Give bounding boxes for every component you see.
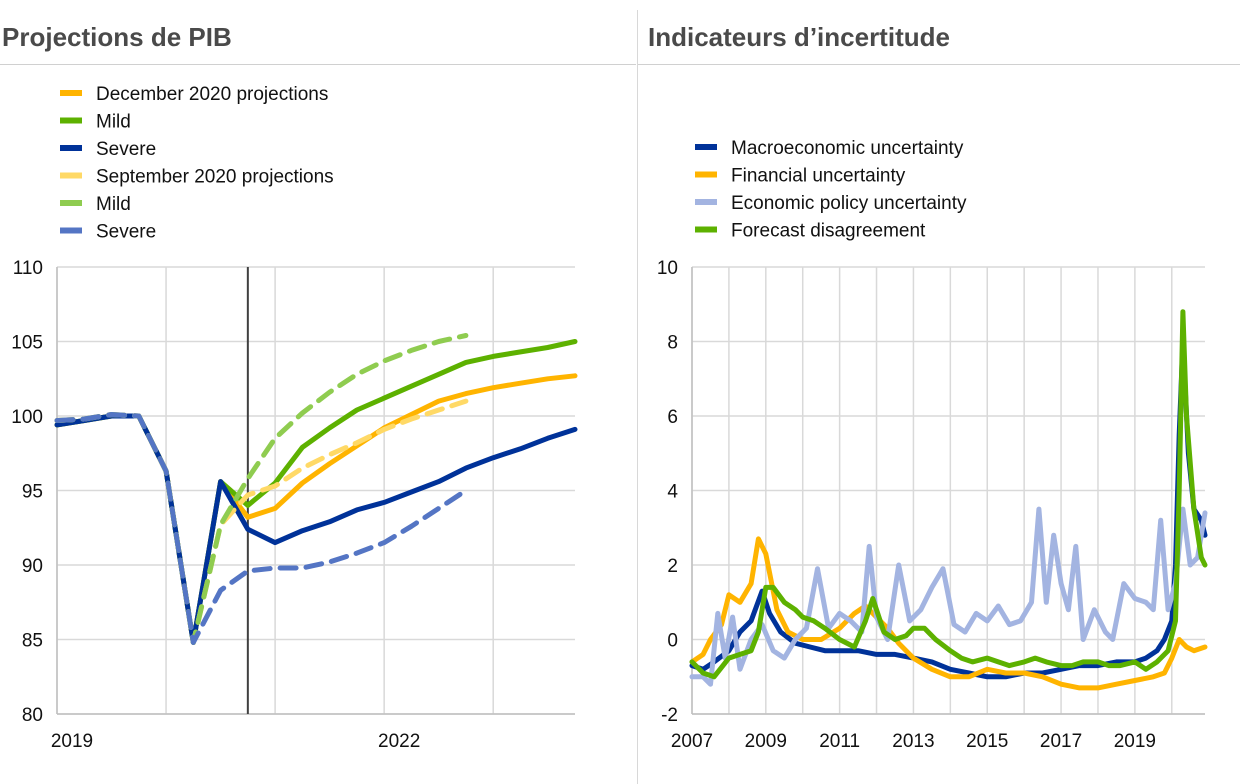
legend-label-severe-2: Severe xyxy=(96,139,156,160)
legend-label-mild-1: Mild xyxy=(96,112,131,133)
y-tick-label: 2 xyxy=(667,556,678,577)
y-tick-label: 105 xyxy=(11,333,43,354)
legend-label-severe-5: Severe xyxy=(96,222,156,243)
panel-divider xyxy=(637,10,638,784)
y-tick-label: 110 xyxy=(13,258,43,279)
legend-label-economic-policy-uncertainty-2: Economic policy uncertainty xyxy=(731,193,967,214)
x-tick-label: 2009 xyxy=(745,731,787,752)
legend-label-forecast-disagreement-3: Forecast disagreement xyxy=(731,221,926,242)
legend-label-financial-uncertainty-1: Financial uncertainty xyxy=(731,166,906,187)
series-line-severe-5 xyxy=(54,412,469,645)
left-gdp-projections-chart: 80 85 90 95 100 105 110 2019 2022 December 2020 p… xyxy=(11,84,578,752)
y-tick-label: 80 xyxy=(22,705,43,726)
series-line-forecast-disagreement-3 xyxy=(689,309,1208,680)
x-tick-label: 2007 xyxy=(671,731,713,752)
y-tick-label: 85 xyxy=(22,631,43,652)
left-title-rule xyxy=(0,64,636,65)
x-tick-label: 2022 xyxy=(378,731,420,752)
y-tick-label: 100 xyxy=(11,407,43,428)
y-tick-label: -2 xyxy=(661,705,678,726)
legend-label-mild-4: Mild xyxy=(96,194,131,215)
y-tick-label: 0 xyxy=(667,631,678,652)
legend-label-december-2020-projections-0: December 2020 projections xyxy=(96,84,328,105)
y-tick-label: 95 xyxy=(22,482,43,503)
y-tick-label: 8 xyxy=(667,333,678,354)
right-panel-title: Indicateurs d’incertitude xyxy=(648,22,950,52)
y-tick-label: 6 xyxy=(667,407,678,428)
series-line-macroeconomic-uncertainty-0 xyxy=(689,339,1208,680)
y-tick-label: 90 xyxy=(22,556,43,577)
x-tick-label: 2019 xyxy=(51,731,93,752)
left-panel-title: Projections de PIB xyxy=(2,22,232,52)
legend-label-september-2020-projections-3: September 2020 projections xyxy=(96,167,334,188)
x-tick-label: 2017 xyxy=(1040,731,1082,752)
series-line-financial-uncertainty-1 xyxy=(689,536,1208,691)
y-tick-label: 4 xyxy=(667,482,678,503)
x-tick-label: 2015 xyxy=(966,731,1008,752)
right-title-rule xyxy=(638,64,1240,65)
legend-label-macroeconomic-uncertainty-0: Macroeconomic uncertainty xyxy=(731,138,964,159)
x-tick-label: 2013 xyxy=(892,731,934,752)
x-tick-label: 2011 xyxy=(819,731,860,752)
x-tick-label: 2019 xyxy=(1114,731,1156,752)
y-tick-label: 10 xyxy=(657,258,678,279)
series-line-economic-policy-uncertainty-2 xyxy=(689,506,1208,687)
